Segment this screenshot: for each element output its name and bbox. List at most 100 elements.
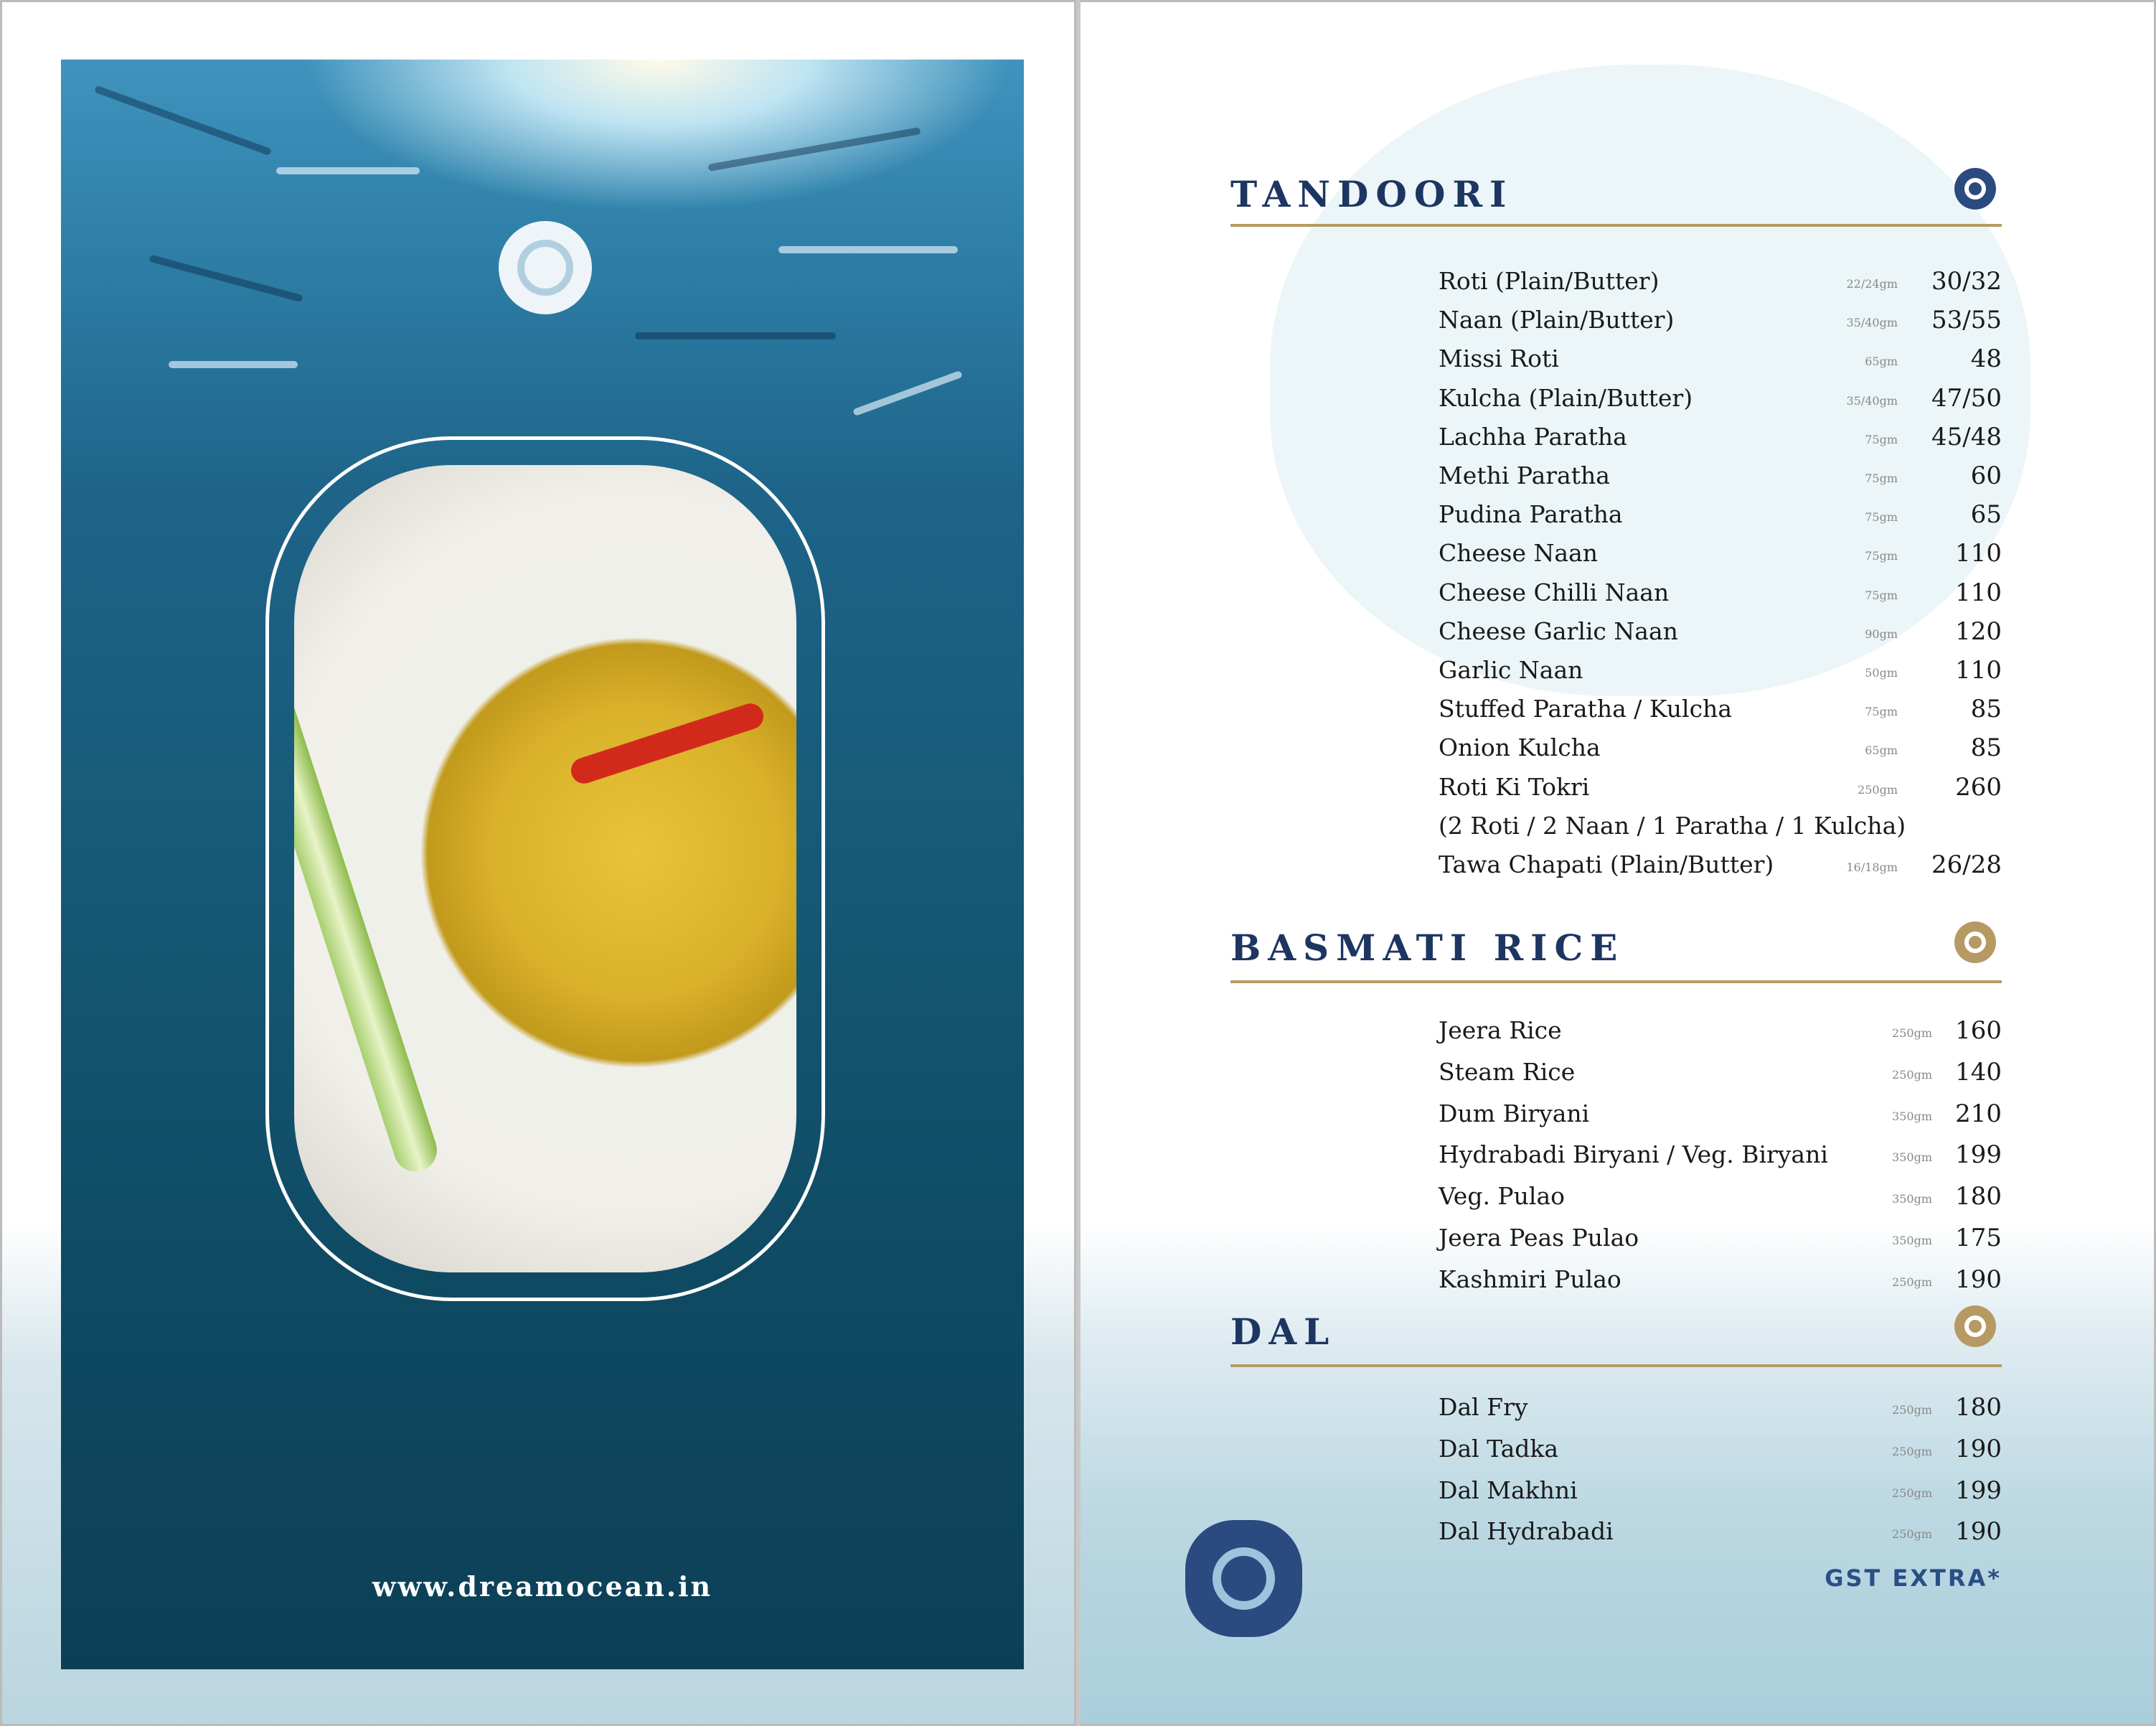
item-weight: 65gm xyxy=(1865,355,1898,369)
item-name: Missi Roti xyxy=(1439,344,1559,373)
item-price: 180 xyxy=(1955,1393,2002,1422)
menu-item: Hydrabadi Biryani / Veg. Biryani 350gm 199 xyxy=(1439,1140,2002,1176)
item-price: 48 xyxy=(1970,344,2002,374)
item-price: 85 xyxy=(1970,733,2002,763)
item-weight: 75gm xyxy=(1865,510,1898,525)
section-title: TANDOORI xyxy=(1230,173,1514,215)
item-price: 180 xyxy=(1955,1182,2002,1211)
item-price: 199 xyxy=(1955,1140,2002,1170)
item-name: Lachha Paratha xyxy=(1439,422,1627,451)
item-name: Jeera Rice xyxy=(1439,1016,1562,1044)
item-name: Pudina Paratha xyxy=(1439,500,1623,529)
menu-item: Roti (Plain/Butter) 22/24gm 30/32 xyxy=(1439,267,2002,303)
item-name: Hydrabadi Biryani / Veg. Biryani xyxy=(1439,1140,1828,1169)
item-name: Dal Tadka xyxy=(1439,1434,1559,1463)
item-weight: 22/24gm xyxy=(1846,277,1898,291)
item-price: 110 xyxy=(1955,656,2002,685)
item-weight: 250gm xyxy=(1892,1527,1932,1542)
item-price: 140 xyxy=(1955,1057,2002,1087)
item-weight: 350gm xyxy=(1892,1234,1932,1247)
menu-item: Steam Rice 250gm 140 xyxy=(1439,1058,2002,1094)
item-weight: 75gm xyxy=(1865,549,1898,563)
item-weight: 75gm xyxy=(1865,705,1898,719)
watermark-logo xyxy=(1270,65,2030,696)
item-price: 190 xyxy=(1955,1517,2002,1547)
menu-item: Onion Kulcha 65gm 85 xyxy=(1439,733,2002,769)
menu-item: Cheese Garlic Naan 90gm 120 xyxy=(1439,617,2002,653)
menu-item: Tawa Chapati (Plain/Butter) 16/18gm 26/28 xyxy=(1439,850,2002,886)
menu-item: Naan (Plain/Butter) 35/40gm 53/55 xyxy=(1439,306,2002,342)
logo-icon xyxy=(1954,168,1996,210)
menu-item: Kashmiri Pulao 250gm 190 xyxy=(1439,1265,2002,1301)
item-name: Jeera Peas Pulao xyxy=(1439,1224,1639,1252)
item-price: 110 xyxy=(1955,539,2002,568)
item-weight: 250gm xyxy=(1892,1444,1932,1458)
menu-item: Jeera Peas Pulao 350gm 175 xyxy=(1439,1224,2002,1260)
item-price: 190 xyxy=(1955,1265,2002,1294)
item-weight: 16/18gm xyxy=(1846,860,1898,874)
item-weight: 250gm xyxy=(1892,1403,1932,1417)
underwater-food-photo: www.dreamocean.in xyxy=(61,60,1024,1669)
item-name: Cheese Naan xyxy=(1439,539,1598,568)
item-weight: 75gm xyxy=(1865,472,1898,485)
item-name: Dal Makhni xyxy=(1439,1476,1578,1504)
item-weight: 350gm xyxy=(1892,1150,1932,1165)
menu-item: Methi Paratha 75gm 60 xyxy=(1439,461,2002,497)
item-weight: 75gm xyxy=(1865,588,1898,602)
menu-item: Dal Tadka 250gm 190 xyxy=(1439,1435,2002,1471)
item-name: Kashmiri Pulao xyxy=(1439,1265,1621,1293)
item-name: Roti (Plain/Butter) xyxy=(1439,267,1660,295)
brand-logo-icon xyxy=(499,221,592,314)
item-name: Tawa Chapati (Plain/Butter) xyxy=(1439,850,1774,878)
item-weight: 35/40gm xyxy=(1846,393,1898,408)
menu-item: Cheese Naan 75gm 110 xyxy=(1439,539,2002,575)
menu-item: Kulcha (Plain/Butter) 35/40gm 47/50 xyxy=(1439,384,2002,420)
item-name: Veg. Pulao xyxy=(1439,1182,1565,1211)
item-weight: 350gm xyxy=(1892,1192,1932,1206)
menu-item: Garlic Naan 50gm 110 xyxy=(1439,656,2002,692)
menu-item: Dal Fry 250gm 180 xyxy=(1439,1393,2002,1429)
menu-item: Lachha Paratha 75gm 45/48 xyxy=(1439,423,2002,459)
item-weight: 65gm xyxy=(1865,744,1898,758)
item-weight: 250gm xyxy=(1892,1486,1932,1500)
item-price: 30/32 xyxy=(1931,267,2002,296)
item-price: 175 xyxy=(1955,1224,2002,1252)
logo-icon xyxy=(1954,1305,1996,1347)
item-price: 120 xyxy=(1955,616,2002,646)
brand-logo-icon xyxy=(1185,1520,1302,1637)
gst-note: GST EXTRA* xyxy=(1825,1565,2002,1592)
item-weight: 90gm xyxy=(1865,627,1898,641)
decorative-frame xyxy=(265,436,825,1301)
logo-icon xyxy=(1954,921,1996,963)
item-name: Cheese Chilli Naan xyxy=(1439,578,1670,606)
menu-item: Stuffed Paratha / Kulcha 75gm 85 xyxy=(1439,695,2002,731)
item-weight: 50gm xyxy=(1865,666,1898,680)
menu-item: Cheese Chilli Naan 75gm 110 xyxy=(1439,578,2002,614)
item-weight: 75gm xyxy=(1865,432,1898,446)
item-price: 260 xyxy=(1955,772,2002,802)
section-header-basmati-rice: BASMATI RICE xyxy=(1230,921,2002,983)
website-url[interactable]: www.dreamocean.in xyxy=(372,1570,713,1603)
item-name: Steam Rice xyxy=(1439,1057,1576,1086)
section-title: DAL xyxy=(1230,1310,1337,1353)
menu-item: Pudina Paratha 75gm 65 xyxy=(1439,500,2002,536)
rice-dish-image xyxy=(294,465,796,1272)
item-price: 65 xyxy=(1970,500,2002,530)
item-weight: 350gm xyxy=(1892,1109,1932,1123)
item-weight: 250gm xyxy=(1892,1067,1932,1082)
item-price: 60 xyxy=(1970,461,2002,490)
item-name: Cheese Garlic Naan xyxy=(1439,616,1678,645)
section-header-tandoori: TANDOORI xyxy=(1230,168,2002,227)
section-header-dal: DAL xyxy=(1230,1305,2002,1367)
item-name: Kulcha (Plain/Butter) xyxy=(1439,383,1693,412)
item-name: Dum Biryani xyxy=(1439,1099,1590,1127)
item-name: Onion Kulcha xyxy=(1439,733,1601,762)
item-price: 199 xyxy=(1955,1476,2002,1505)
item-price: 190 xyxy=(1955,1434,2002,1463)
item-name: (2 Roti / 2 Naan / 1 Paratha / 1 Kulcha) xyxy=(1439,811,1906,840)
item-price: 45/48 xyxy=(1931,422,2002,451)
item-weight: 250gm xyxy=(1892,1275,1932,1289)
item-price: 110 xyxy=(1955,578,2002,607)
item-price: 26/28 xyxy=(1931,850,2002,879)
item-price: 53/55 xyxy=(1931,306,2002,335)
